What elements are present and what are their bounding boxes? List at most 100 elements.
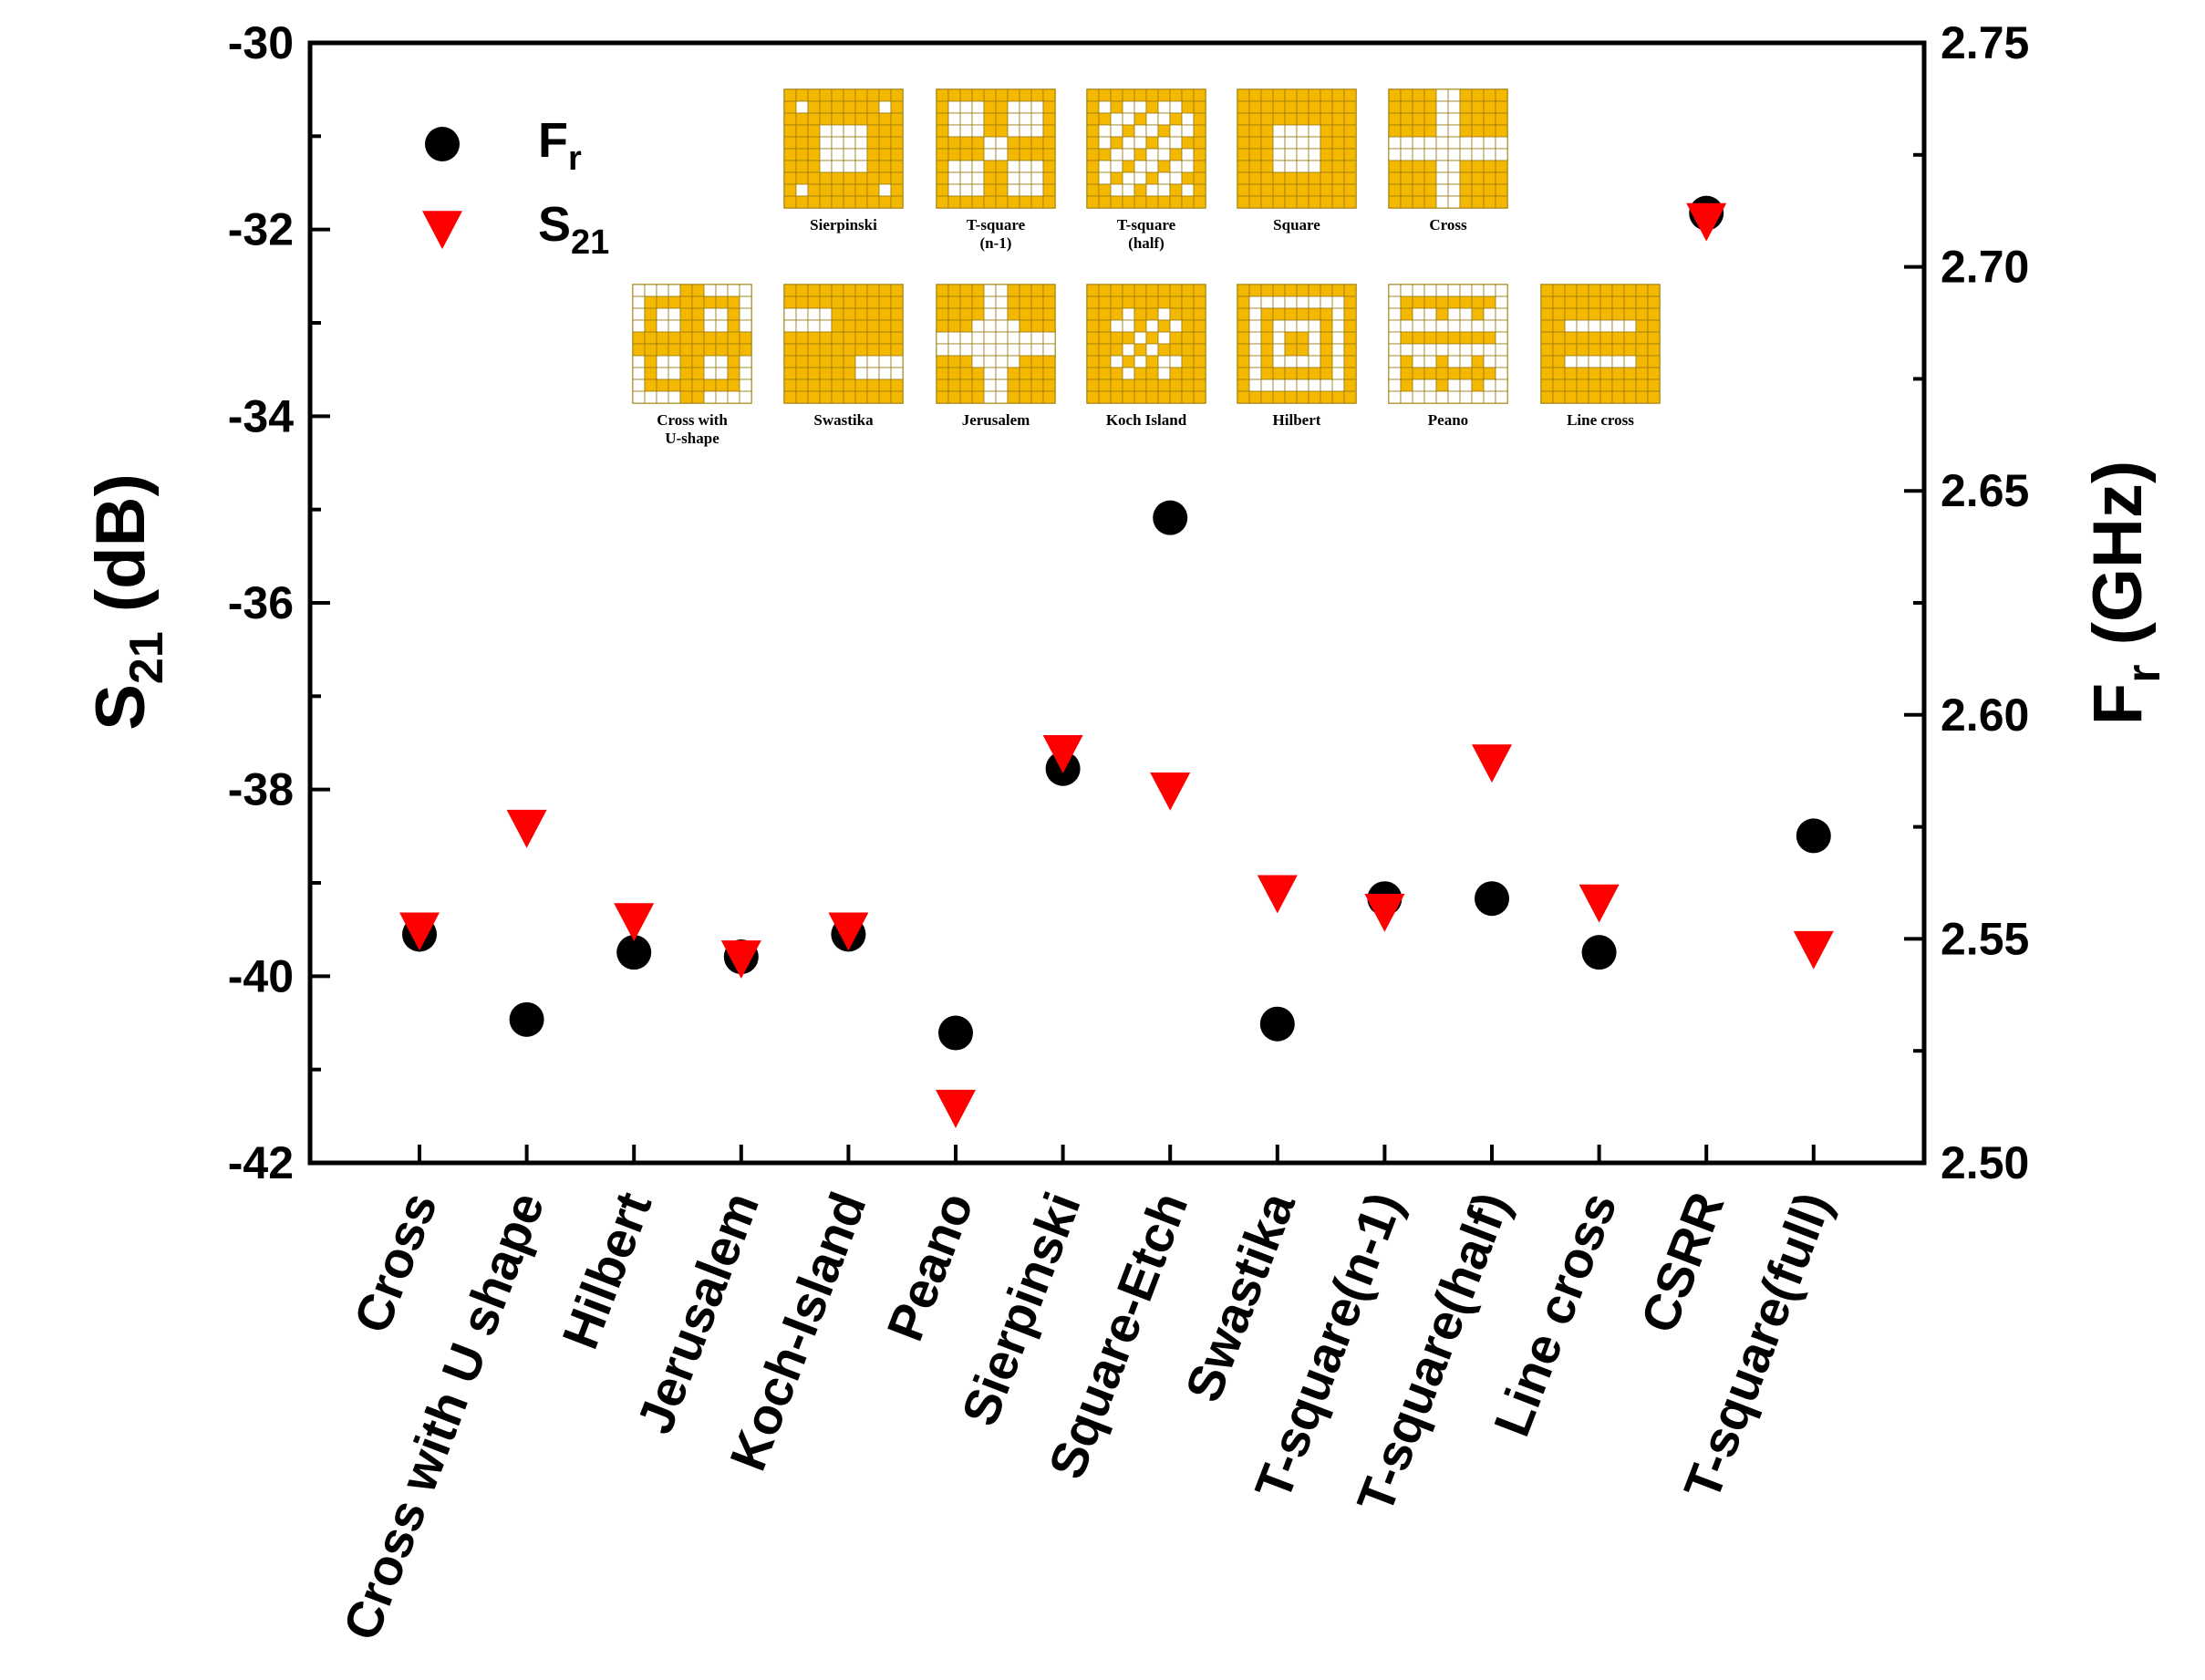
axis-title-text: S21 (dB) [82,473,173,731]
pattern-cell [1086,183,1100,197]
pattern-cell [795,390,809,404]
pattern-cell [783,171,797,185]
pattern-cell [1272,112,1286,126]
pattern-cell [1193,148,1206,161]
pattern-cell [819,367,833,380]
pattern-cell [819,171,833,185]
pattern-label: Cross [1429,216,1467,233]
legend-label-main: F [538,113,568,168]
pattern-cell [1471,284,1485,297]
pattern-cell [1272,284,1286,297]
pattern-cell [1495,136,1508,150]
pattern-cell [1284,390,1298,404]
pattern-cell [1122,171,1135,185]
pattern-tsq_n1: T-square(n-1) [936,88,1056,252]
pattern-cell [1272,331,1286,345]
pattern-cell [983,183,997,197]
pattern-cell [1576,296,1589,309]
pattern-cell [1435,319,1449,333]
pattern-cell [1098,296,1112,309]
pattern-cell [1193,367,1206,380]
pattern-cell [831,355,844,368]
pattern-cell [1435,160,1449,173]
pattern-cell [715,343,729,357]
pattern-cell [1122,148,1135,161]
pattern-cell [1576,390,1589,404]
pattern-cell [1248,296,1262,309]
pattern-cell [995,160,1009,173]
pattern-cell [691,367,705,380]
pattern-cell [1019,379,1032,392]
pattern-cell [1098,343,1112,357]
pattern-cell [795,307,809,321]
pattern-cell [1471,136,1485,150]
pattern-cell [1019,124,1032,138]
pattern-cell [819,136,833,150]
pattern-cell [1296,183,1310,197]
pattern-cell [1007,319,1020,333]
pattern-cell [1412,171,1425,185]
pattern-cell [1471,367,1485,380]
pattern-cell [1635,343,1649,357]
pattern-cell [878,100,892,114]
pattern-cell [947,307,961,321]
pattern-cell [1400,195,1413,209]
pattern-cell [1169,379,1183,392]
pattern-cell [1588,390,1601,404]
axis-title-unit: (dB) [82,473,160,631]
pattern-cell [632,331,646,345]
pattern-cell [1181,88,1195,102]
pattern-cell [1007,112,1020,126]
pattern-cell [854,171,868,185]
pattern-cell [1435,284,1449,297]
pattern-cell [843,88,856,102]
pattern-cell [819,319,833,333]
pattern-cell [1007,343,1020,357]
pattern-cell [936,331,949,345]
pattern-cell [1635,296,1649,309]
pattern-cell [890,355,904,368]
pattern-cell [1248,343,1262,357]
pattern-cell [1320,355,1333,368]
pattern-cell [783,296,797,309]
pattern-cell [1110,390,1123,404]
pattern-cell [1540,331,1554,345]
pattern-cell [831,390,844,404]
pattern-cell [1098,171,1112,185]
pattern-cell [995,183,1009,197]
pattern-cell [1007,284,1020,297]
pattern-cell [843,307,856,321]
pattern-cell [1019,367,1032,380]
pattern-cell [1237,355,1250,368]
pattern-cell [679,379,693,392]
pattern-cell [1471,183,1485,197]
pattern-cell [1647,331,1661,345]
s21-point [1150,772,1191,811]
pattern-cell [1237,379,1250,392]
pattern-cell [1122,183,1135,197]
pattern-cell [1308,160,1321,173]
pattern-cell [890,379,904,392]
pattern-cell [1552,379,1566,392]
pattern-cell [1086,171,1100,185]
pattern-cell [1122,124,1135,138]
pattern-cell [1308,367,1321,380]
pattern-cell [1169,160,1183,173]
pattern-cell [971,367,985,380]
s21-point [1364,894,1405,932]
pattern-cell [656,390,669,404]
pattern-cell [1540,343,1554,357]
pattern-cell [1447,284,1461,297]
fr-point [616,935,652,970]
pattern-cell [807,136,821,150]
pattern-cell [936,88,949,102]
fr-point [1153,500,1188,535]
pattern-cell [1320,284,1333,297]
pattern-cell [1435,390,1449,404]
pattern-cell [795,112,809,126]
fr-point [938,1015,973,1051]
pattern-cell [983,171,997,185]
pattern-cell [703,367,717,380]
pattern-cell [1331,100,1345,114]
pattern-cell [1599,331,1613,345]
